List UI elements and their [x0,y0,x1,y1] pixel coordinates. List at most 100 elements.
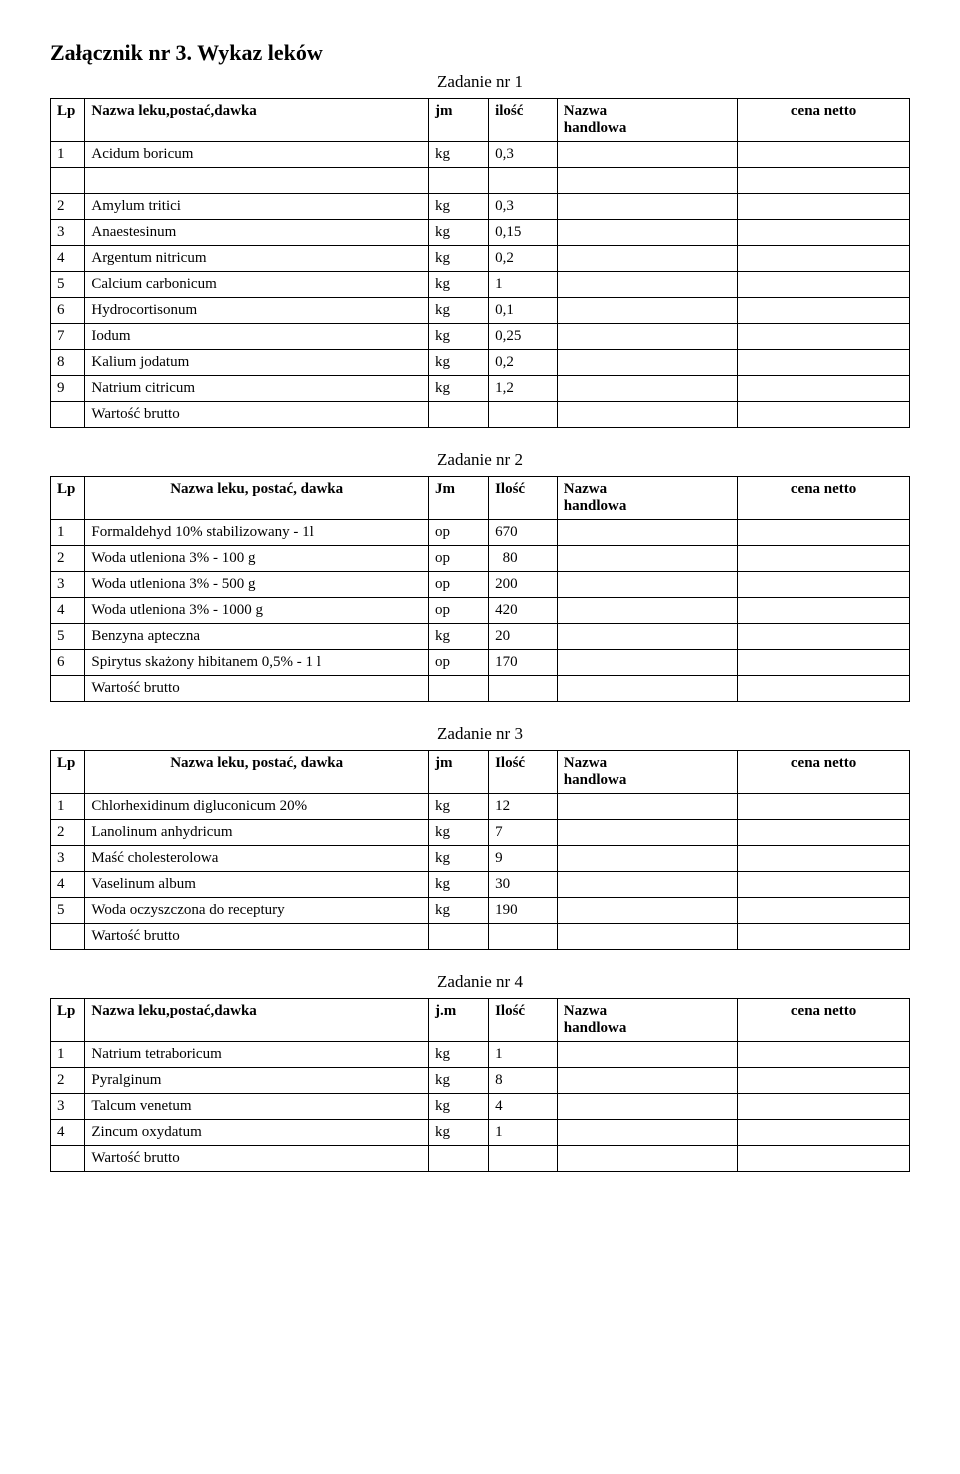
cell-lp: 4 [51,598,85,624]
task2-body: 1Formaldehyd 10% stabilizowany - 1lop670… [51,520,910,702]
cell-jm: op [428,572,488,598]
cell-qty: 170 [489,650,558,676]
cell-empty [557,676,737,702]
cell-lp: 5 [51,898,85,924]
task3-body: 1Chlorhexidinum digluconicum 20%kg122Lan… [51,794,910,950]
cell-name: Spirytus skażony hibitanem 0,5% - 1 l [85,650,429,676]
task1-table: Lp Nazwa leku,postać,dawka jm ilość Nazw… [50,98,910,428]
cell-jm: kg [428,872,488,898]
cell-jm: kg [428,624,488,650]
cell-lp: 1 [51,142,85,168]
col-hand-l2: handlowa [564,498,627,514]
cell-jm: kg [428,246,488,272]
cell-empty [557,924,737,950]
cell-lp: 3 [51,846,85,872]
cell-wartosc-brutto: Wartość brutto [85,924,429,950]
cell-empty [489,924,558,950]
cell-name: Woda utleniona 3% - 500 g [85,572,429,598]
cell-name: Chlorhexidinum digluconicum 20% [85,794,429,820]
col-hand-l2: handlowa [564,1020,627,1036]
cell-cena [738,1120,910,1146]
task4-body: 1Natrium tetraboricumkg12Pyralginumkg83T… [51,1042,910,1172]
table-row: 8Kalium jodatumkg0,2 [51,350,910,376]
cell-name: Hydrocortisonum [85,298,429,324]
col-lp: Lp [51,477,85,520]
cell-cena [738,376,910,402]
cell-name: Maść cholesterolowa [85,846,429,872]
cell-lp: 3 [51,1094,85,1120]
col-cena: cena netto [738,99,910,142]
cell-handlowa [557,246,737,272]
cell-qty: 0,1 [489,298,558,324]
cell-empty [557,402,737,428]
cell-jm: op [428,520,488,546]
col-cena: cena netto [738,751,910,794]
cell-qty: 0,2 [489,246,558,272]
col-qty: Ilość [489,477,558,520]
cell-qty: 1,2 [489,376,558,402]
cell-lp: 5 [51,272,85,298]
cell-qty: 0,3 [489,194,558,220]
cell-cena [738,1042,910,1068]
cell-handlowa [557,142,737,168]
col-qty: ilość [489,99,558,142]
cell-cena [738,194,910,220]
cell-qty: 0,25 [489,324,558,350]
cell-lp: 3 [51,220,85,246]
row-wartosc-brutto: Wartość brutto [51,402,910,428]
cell-lp [51,924,85,950]
cell-qty: 80 [489,546,558,572]
cell-handlowa [557,820,737,846]
task1-body: 1Acidum boricumkg0,3 2Amylum triticikg0,… [51,142,910,428]
cell-qty: 12 [489,794,558,820]
row-wartosc-brutto: Wartość brutto [51,1146,910,1172]
cell-handlowa [557,898,737,924]
table-row: 1Chlorhexidinum digluconicum 20%kg12 [51,794,910,820]
cell-jm: kg [428,324,488,350]
cell-handlowa [557,350,737,376]
col-qty: Ilość [489,751,558,794]
cell-qty: 20 [489,624,558,650]
cell-jm: kg [428,272,488,298]
cell-cena [738,520,910,546]
cell-qty: 1 [489,1042,558,1068]
cell-empty [489,168,558,194]
table-row: 9Natrium citricumkg1,2 [51,376,910,402]
cell-lp: 5 [51,624,85,650]
col-cena: cena netto [738,999,910,1042]
cell-qty: 1 [489,272,558,298]
cell-empty [738,402,910,428]
cell-name: Woda utleniona 3% - 1000 g [85,598,429,624]
col-jm: jm [428,751,488,794]
cell-empty [85,168,429,194]
cell-cena [738,546,910,572]
table-row: 4Zincum oxydatumkg1 [51,1120,910,1146]
cell-handlowa [557,520,737,546]
cell-jm: kg [428,794,488,820]
cell-empty [489,402,558,428]
cell-handlowa [557,194,737,220]
table-row: 7Iodumkg0,25 [51,324,910,350]
cell-qty: 200 [489,572,558,598]
cell-cena [738,350,910,376]
table-row: 1Formaldehyd 10% stabilizowany - 1lop670 [51,520,910,546]
cell-lp [51,676,85,702]
col-jm: Jm [428,477,488,520]
cell-empty [428,924,488,950]
cell-cena [738,298,910,324]
col-hand-l1: Nazwa [564,103,607,119]
cell-lp: 1 [51,1042,85,1068]
cell-name: Amylum tritici [85,194,429,220]
cell-qty: 420 [489,598,558,624]
cell-lp: 6 [51,298,85,324]
cell-name: Woda oczyszczona do receptury [85,898,429,924]
cell-lp: 2 [51,546,85,572]
col-hand: Nazwa handlowa [557,999,737,1042]
col-name: Nazwa leku, postać, dawka [85,751,429,794]
cell-handlowa [557,1120,737,1146]
cell-handlowa [557,298,737,324]
table-row: 4Woda utleniona 3% - 1000 gop420 [51,598,910,624]
cell-handlowa [557,546,737,572]
table-row: 6Hydrocortisonumkg0,1 [51,298,910,324]
cell-cena [738,624,910,650]
